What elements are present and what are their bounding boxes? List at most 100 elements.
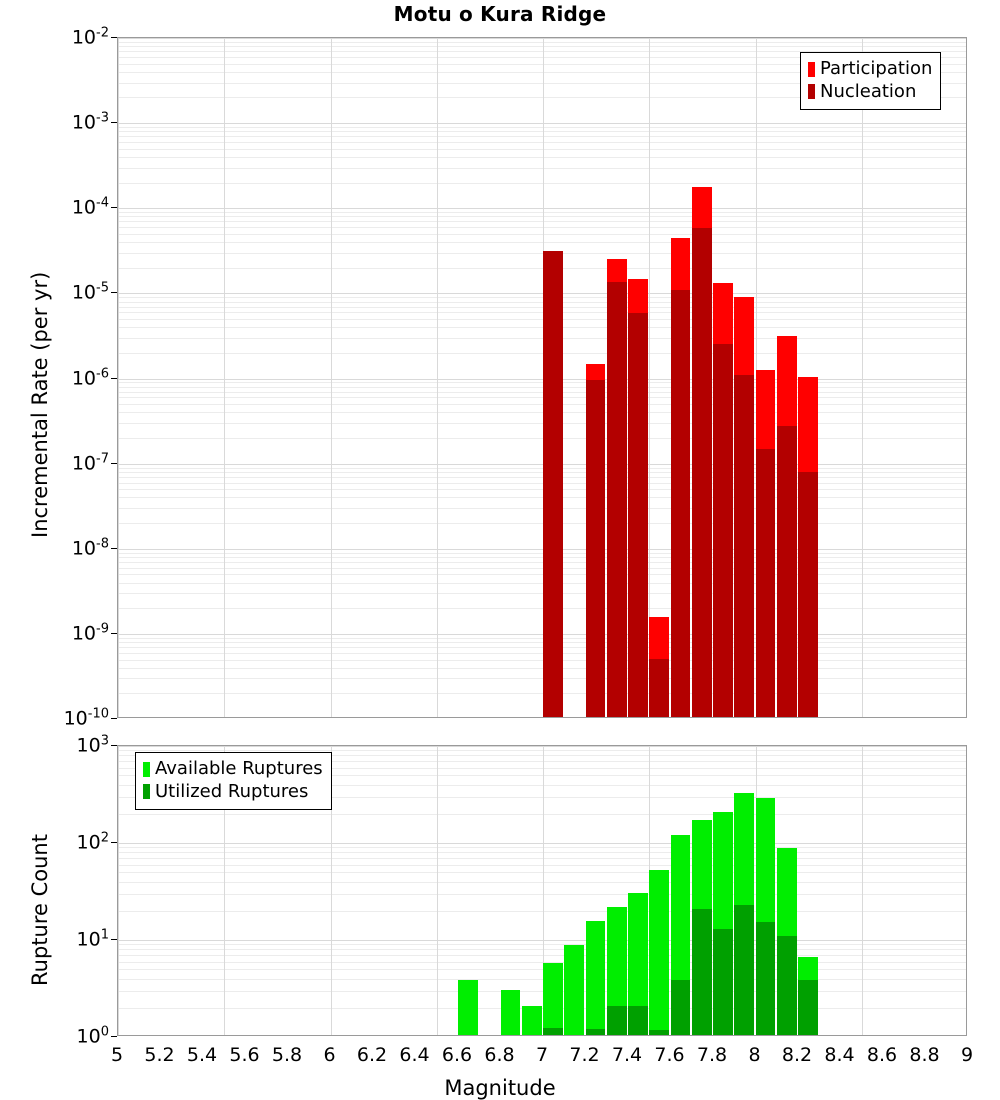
bar-nucleation <box>734 374 754 717</box>
gridline-minor <box>118 813 966 815</box>
bar-available-ruptures <box>500 990 521 1035</box>
y-tick-exponent: -9 <box>96 621 109 637</box>
bar-nucleation <box>798 472 818 717</box>
gridline-minor <box>118 910 966 912</box>
bar-group <box>798 38 818 717</box>
bar-nucleation <box>585 380 606 717</box>
gridline-minor <box>118 508 966 510</box>
y-tick-mark <box>111 632 117 634</box>
bar-group <box>649 746 669 1035</box>
bar-utilized-ruptures <box>543 1028 563 1035</box>
y-tick-mark <box>111 1036 117 1037</box>
y-tick-base: 10 <box>76 928 101 951</box>
y-tick-mark <box>111 547 117 549</box>
gridline-minor <box>118 71 966 73</box>
legend-item: Utilized Ruptures <box>143 781 323 804</box>
gridline-major <box>118 38 966 39</box>
y-tick-mark <box>111 718 117 719</box>
bottom-y-axis-label: Rupture Count <box>28 833 52 986</box>
gridline-minor <box>118 136 966 138</box>
x-tick-label: 8.6 <box>866 1044 898 1066</box>
bar-group <box>628 746 648 1035</box>
y-tick-label: 10-8 <box>72 536 109 559</box>
x-tick-label: 6.2 <box>356 1044 388 1066</box>
gridline-minor <box>118 167 966 169</box>
x-tick-label: 6.4 <box>399 1044 430 1066</box>
bar-group <box>585 38 606 717</box>
y-tick-mark <box>111 207 117 209</box>
gridline-minor <box>118 755 966 757</box>
gridline-minor <box>118 127 966 129</box>
gridline-minor <box>118 1007 966 1009</box>
bar-available-ruptures <box>606 906 627 1035</box>
y-tick-base: 10 <box>76 734 101 757</box>
x-tick-label: 7.4 <box>611 1044 643 1066</box>
gridline-vertical <box>436 746 438 1035</box>
x-tick-label: 6.8 <box>484 1044 515 1066</box>
y-tick-label: 10-4 <box>72 196 109 219</box>
bar-utilized-ruptures <box>798 979 818 1035</box>
bottom-legend: Available Ruptures Utilized Ruptures <box>135 752 332 810</box>
gridline-minor <box>118 893 966 895</box>
bar-group <box>670 746 691 1035</box>
legend-label: Participation <box>820 58 933 79</box>
gridline-minor <box>118 227 966 229</box>
gridline-vertical <box>118 746 119 1035</box>
gridline-minor <box>118 652 966 654</box>
y-tick-base: 10 <box>71 282 97 305</box>
y-tick-label: 100 <box>77 1024 109 1047</box>
bar-utilized-ruptures <box>734 904 754 1035</box>
gridline-minor <box>118 233 966 235</box>
gridline-minor <box>118 397 966 399</box>
gridline-minor <box>118 642 966 644</box>
y-tick-mark <box>111 377 117 379</box>
y-tick-base: 10 <box>71 367 97 390</box>
y-tick-mark <box>111 745 117 746</box>
bar-group <box>628 38 648 717</box>
bar-group <box>606 746 627 1035</box>
gridline-minor <box>118 978 966 980</box>
y-tick-exponent: -10 <box>87 706 109 722</box>
gridline-minor <box>118 41 966 43</box>
bar-nucleation <box>713 344 733 717</box>
y-tick-base: 10 <box>71 537 97 560</box>
bar-nucleation <box>755 449 776 717</box>
y-tick-mark <box>111 292 117 294</box>
y-tick-label: 10-2 <box>72 25 109 48</box>
gridline-minor <box>118 467 966 469</box>
x-tick-label: 6 <box>323 1044 336 1066</box>
gridline-major <box>118 378 966 380</box>
bottom-plot-area <box>117 745 967 1036</box>
y-tick-label: 101 <box>77 927 109 950</box>
gridline-minor <box>118 955 966 957</box>
y-tick-base: 10 <box>71 111 97 134</box>
y-tick-exponent: -5 <box>96 280 109 296</box>
legend-label: Utilized Ruptures <box>155 780 309 802</box>
bar-group <box>755 38 776 717</box>
gridline-minor <box>118 608 966 610</box>
x-tick-label: 5.4 <box>186 1044 218 1066</box>
x-tick-label: 8.4 <box>824 1044 855 1066</box>
gridline-minor <box>118 131 966 133</box>
gridline-minor <box>118 693 966 695</box>
gridline-vertical <box>224 38 226 717</box>
bar-group <box>585 746 606 1035</box>
gridline-vertical <box>330 38 332 717</box>
gridline-minor <box>118 489 966 491</box>
gridline-minor <box>118 412 966 414</box>
gridline-minor <box>118 182 966 184</box>
legend-label: Available Ruptures <box>155 758 323 779</box>
gridline-vertical <box>861 746 863 1035</box>
bar-nucleation <box>606 281 627 717</box>
gridline-minor <box>118 775 966 777</box>
gridline-minor <box>118 767 966 769</box>
bar-utilized-ruptures <box>713 928 733 1035</box>
x-tick-label: 5.8 <box>271 1044 303 1066</box>
gridline-minor <box>118 306 966 308</box>
gridline-minor <box>118 252 966 254</box>
bar-group <box>649 38 669 717</box>
gridline-minor <box>118 678 966 680</box>
bar-nucleation <box>649 659 669 717</box>
